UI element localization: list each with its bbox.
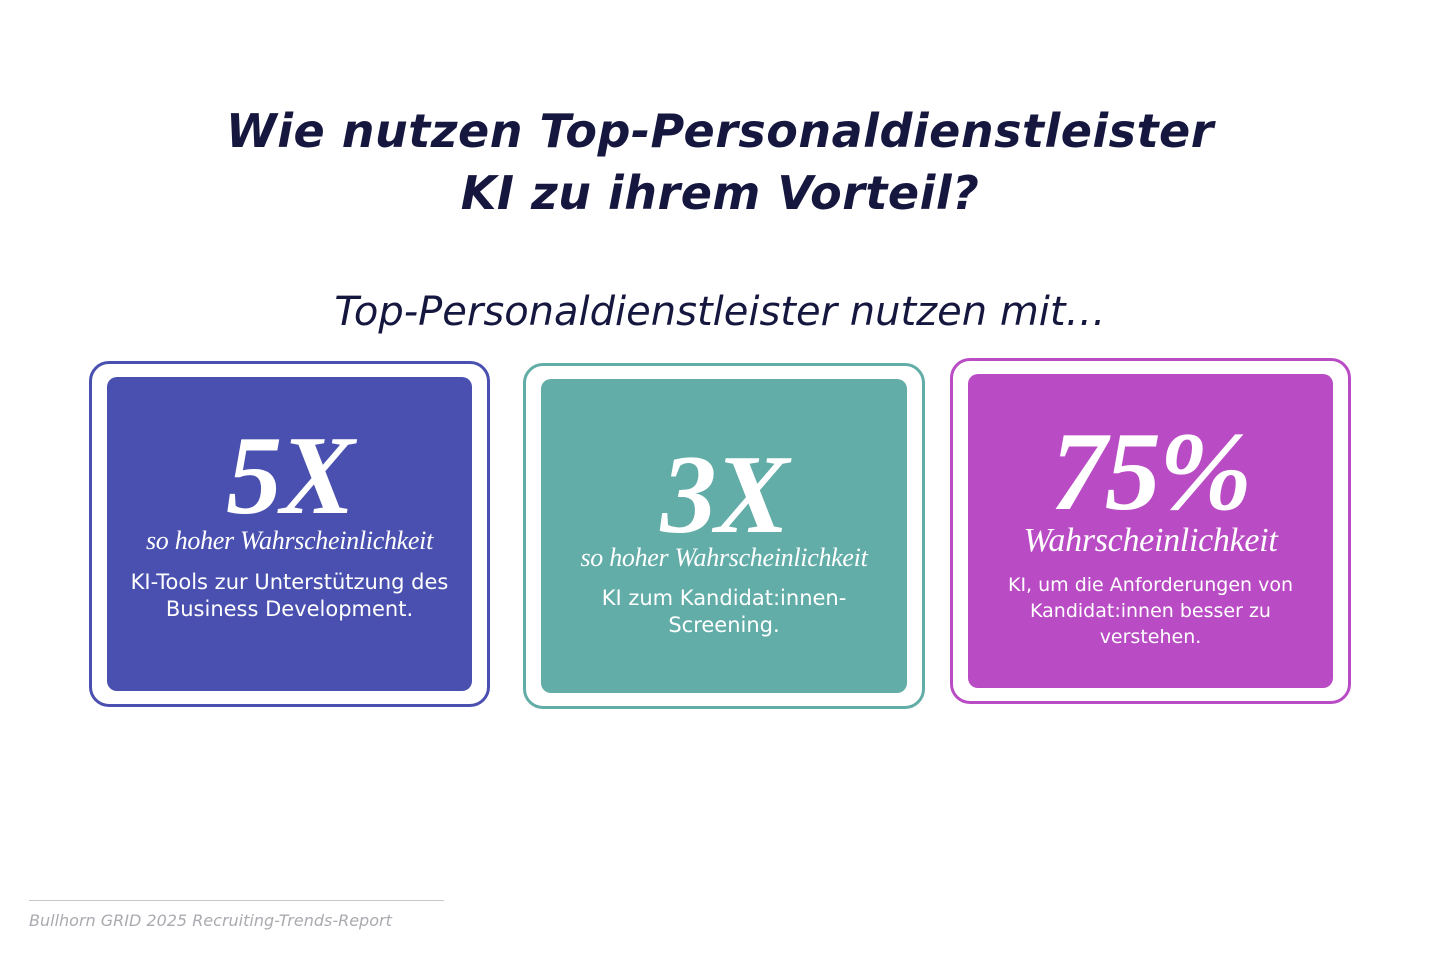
page-title-line-1: Wie nutzen Top-Personaldienstleister	[226, 104, 1214, 158]
stat-qualifier: so hoher Wahrscheinlichkeit	[145, 526, 433, 555]
stat-card-candidate-screening: 3X so hoher Wahrscheinlichkeit KI zum Ka…	[523, 363, 925, 709]
stat-description: KI-Tools zur Unterstützung des Business …	[130, 570, 449, 621]
stat-description: KI, um die Anforderungen von Kandidat:in…	[1007, 574, 1294, 648]
page-title-line-2: KI zu ihrem Vorteil?	[460, 166, 980, 220]
stat-card-panel: 5X so hoher Wahrscheinlichkeit KI-Tools …	[107, 377, 472, 691]
stat-value: 75%	[1050, 410, 1252, 534]
page-subtitle: Top-Personaldienstleister nutzen mit…	[334, 289, 1106, 335]
footer-divider	[29, 900, 444, 901]
stat-value: 5X	[226, 414, 355, 538]
stat-description: KI zum Kandidat:innen-Screening.	[601, 586, 847, 637]
stat-card-candidate-requirements: 75% Wahrscheinlichkeit KI, um die Anford…	[950, 358, 1351, 704]
stat-value: 3X	[660, 433, 790, 557]
stat-qualifier: Wahrscheinlichkeit	[1023, 522, 1278, 559]
source-citation: Bullhorn GRID 2025 Recruiting-Trends-Rep…	[29, 911, 392, 930]
stat-card-panel: 3X so hoher Wahrscheinlichkeit KI zum Ka…	[541, 379, 907, 693]
stat-qualifier: so hoher Wahrscheinlichkeit	[580, 543, 868, 572]
stat-card-business-development: 5X so hoher Wahrscheinlichkeit KI-Tools …	[89, 361, 490, 707]
page-title: Wie nutzen Top-Personaldienstleister KI …	[0, 100, 1440, 224]
stat-card-panel: 75% Wahrscheinlichkeit KI, um die Anford…	[968, 374, 1333, 688]
